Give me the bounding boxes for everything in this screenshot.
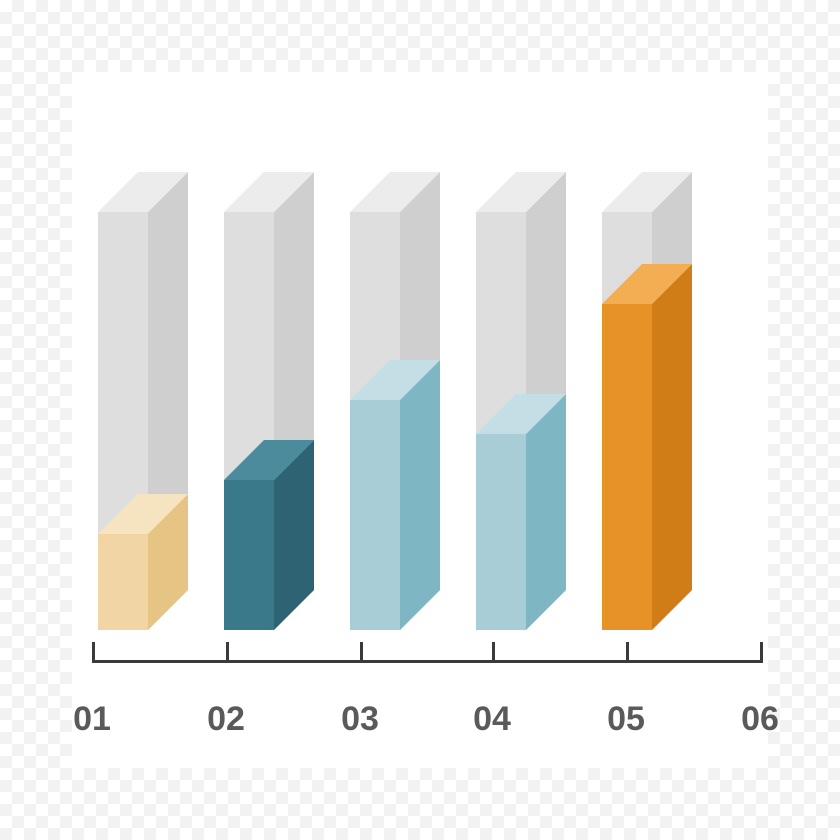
x-axis-line — [92, 660, 763, 663]
value-column-3-front — [350, 400, 400, 630]
x-axis-label-2: 02 — [196, 700, 256, 739]
x-axis-tick-1 — [92, 642, 95, 663]
value-column-4-side — [526, 394, 566, 630]
x-axis-tick-6 — [760, 642, 763, 663]
x-axis-tick-4 — [492, 642, 495, 663]
x-axis-tick-3 — [360, 642, 363, 663]
x-axis-label-6: 06 — [730, 700, 790, 739]
value-column-2 — [224, 440, 314, 630]
bar-chart-3d: 010203040506 — [72, 72, 768, 768]
value-column-3-side — [400, 360, 440, 630]
x-axis-tick-2 — [226, 642, 229, 663]
value-column-4 — [476, 394, 566, 630]
value-column-5-side — [652, 264, 692, 630]
value-column-5 — [602, 264, 692, 630]
value-column-3 — [350, 360, 440, 630]
white-panel: 010203040506 — [72, 72, 768, 768]
x-axis-label-4: 04 — [462, 700, 522, 739]
x-axis-label-1: 01 — [62, 700, 122, 739]
value-column-2-front — [224, 480, 274, 630]
value-column-1 — [98, 494, 188, 630]
value-column-4-front — [476, 434, 526, 630]
image-canvas: 01 02 03 04 05 06 — [0, 0, 840, 840]
x-axis-label-3: 03 — [330, 700, 390, 739]
value-column-1-front — [98, 534, 148, 630]
x-axis-label-5: 05 — [596, 700, 656, 739]
x-axis-tick-5 — [626, 642, 629, 663]
value-column-5-front — [602, 304, 652, 630]
